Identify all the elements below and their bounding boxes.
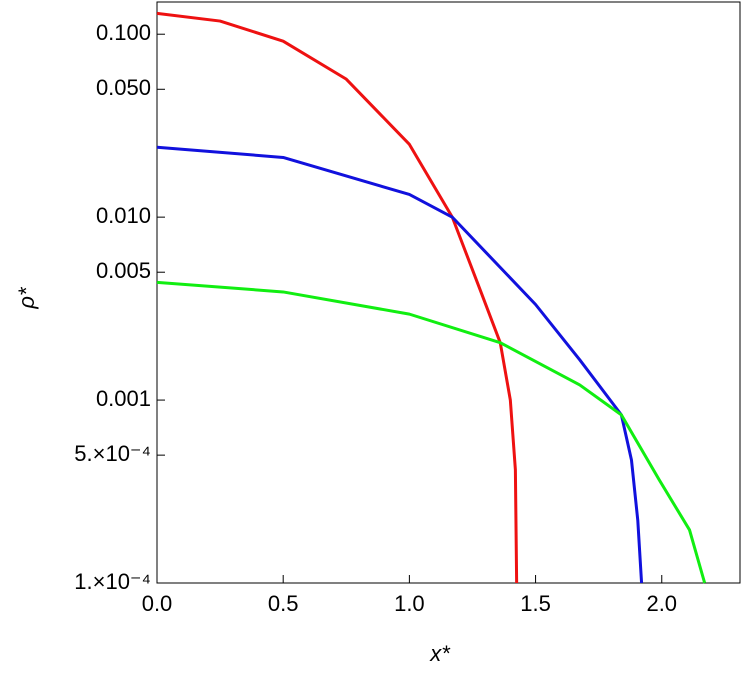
y-tick-label: 0.010 <box>96 203 151 228</box>
y-tick-label: 0.005 <box>96 258 151 283</box>
y-tick-label: 0.050 <box>96 75 151 100</box>
series-line <box>156 280 707 584</box>
x-tick-label: 0.0 <box>142 591 173 616</box>
series-line <box>156 145 644 584</box>
plot-frame <box>156 1 741 584</box>
y-tick-label: 5.×10⁻⁴ <box>74 441 151 466</box>
y-tick-label: 1.×10⁻⁴ <box>74 569 151 594</box>
y-tick-label: 0.100 <box>96 20 151 45</box>
x-tick-label: 1.5 <box>520 591 551 616</box>
series-line <box>156 11 519 584</box>
x-tick-label: 0.5 <box>268 591 299 616</box>
x-tick-label: 1.0 <box>394 591 425 616</box>
x-tick-label: 2.0 <box>646 591 677 616</box>
x-axis-label: x* <box>429 641 451 666</box>
y-tick-label: 0.001 <box>96 386 151 411</box>
y-axis-label: ρ* <box>14 286 39 310</box>
